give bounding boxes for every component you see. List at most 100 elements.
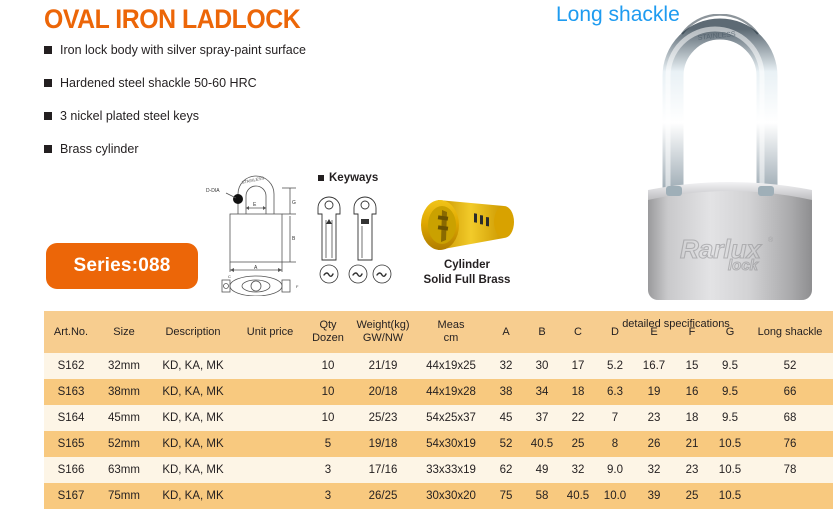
cell-C: 18 — [571, 386, 585, 398]
cell-qty: 3 — [324, 464, 332, 476]
keyways-section: Keyways — [306, 172, 406, 292]
cell-F: 16 — [685, 386, 699, 398]
table-row: S163 38mm KD, KA, MK 10 20/18 44x19x28 38 34 18 6… — [44, 379, 833, 405]
cell-size: 32mm — [108, 360, 140, 372]
cell-A: 62 — [499, 464, 513, 476]
cell-G: 9.5 — [722, 412, 738, 424]
cell-D: 6.3 — [607, 386, 623, 398]
cell-B: 40.5 — [530, 438, 554, 450]
cell-art: S167 — [57, 490, 85, 502]
cell-art: S163 — [57, 386, 85, 398]
cell-G: 9.5 — [722, 386, 738, 398]
long-shackle-callout: Long shackle — [556, 3, 680, 26]
cell-art: S164 — [57, 412, 85, 424]
cell-desc: KD, KA, MK — [162, 386, 224, 398]
cell-ls — [750, 483, 830, 509]
svg-text:A: A — [254, 265, 258, 271]
cell-C: 25 — [571, 438, 585, 450]
cell-weight: 19/18 — [368, 438, 398, 450]
cell-unit — [236, 457, 304, 483]
cell-F: 25 — [685, 490, 699, 502]
cell-D: 5.2 — [607, 360, 623, 372]
table-header: Art.No. Size Description Unit price Qty … — [44, 311, 833, 353]
cell-meas: 44x19x25 — [426, 360, 476, 372]
table-header-row: Art.No. Size Description Unit price Qty … — [44, 311, 833, 353]
column-header-meas: Meas cm — [437, 319, 465, 344]
feature-text: 3 nickel plated steel keys — [60, 109, 199, 123]
column-header-unit-price: Unit price — [246, 325, 294, 338]
cell-E: 39 — [647, 490, 661, 502]
specification-table: Art.No. Size Description Unit price Qty … — [44, 311, 833, 509]
cell-E: 32 — [647, 464, 661, 476]
cell-C: 17 — [571, 360, 585, 372]
feature-item: 3 nickel plated steel keys — [44, 103, 464, 129]
column-header-c: C — [574, 325, 582, 338]
feature-text: Brass cylinder — [60, 142, 139, 156]
cell-size: 52mm — [108, 438, 140, 450]
cell-art: S162 — [57, 360, 85, 372]
svg-text:G: G — [292, 200, 296, 206]
cell-weight: 20/18 — [368, 386, 398, 398]
svg-text:STAINLESS: STAINLESS — [241, 175, 264, 185]
column-header-f: F — [688, 325, 696, 338]
cell-B: 34 — [535, 386, 549, 398]
cell-weight: 17/16 — [368, 464, 398, 476]
cell-meas: 54x25x37 — [426, 412, 476, 424]
svg-text:STAINLESS: STAINLESS — [697, 31, 736, 42]
cell-D: 9.0 — [607, 464, 623, 476]
cell-C: 40.5 — [566, 490, 590, 502]
bullet-square-icon — [318, 175, 324, 181]
cell-unit — [236, 483, 304, 509]
cell-C: 32 — [571, 464, 585, 476]
cell-art: S166 — [57, 464, 85, 476]
cell-C: 22 — [571, 412, 585, 424]
series-badge: Series:088 — [46, 243, 198, 289]
cell-G: 9.5 — [722, 360, 738, 372]
cell-F: 18 — [685, 412, 699, 424]
feature-item: Brass cylinder — [44, 136, 464, 162]
cell-weight: 21/19 — [368, 360, 398, 372]
cell-desc: KD, KA, MK — [162, 464, 224, 476]
cell-ls: 66 — [783, 386, 797, 398]
table-body: S162 32mm KD, KA, MK 10 21/19 44x19x25 32 30 17 5… — [44, 353, 833, 509]
column-header-g: G — [725, 325, 735, 338]
cell-F: 15 — [685, 360, 699, 372]
table-row: S162 32mm KD, KA, MK 10 21/19 44x19x25 32 30 17 5… — [44, 353, 833, 379]
cell-E: 19 — [647, 386, 661, 398]
cell-qty: 10 — [321, 412, 335, 424]
svg-text:lock: lock — [728, 257, 759, 274]
cell-qty: 10 — [321, 386, 335, 398]
cell-size: 75mm — [108, 490, 140, 502]
cell-E: 26 — [647, 438, 661, 450]
cell-A: 32 — [499, 360, 513, 372]
feature-text: Iron lock body with silver spray-paint s… — [60, 43, 306, 57]
cell-desc: KD, KA, MK — [162, 438, 224, 450]
table-row: S167 75mm KD, KA, MK 3 26/25 30x30x20 75 58 40.5… — [44, 483, 833, 509]
bullet-square-icon — [44, 145, 52, 153]
cell-unit — [236, 431, 304, 457]
cell-weight: 25/23 — [368, 412, 398, 424]
cell-D: 7 — [611, 412, 619, 424]
cell-qty: 10 — [321, 360, 335, 372]
feature-item: Hardened steel shackle 50-60 HRC — [44, 70, 464, 96]
bullet-square-icon — [44, 46, 52, 54]
cell-meas: 33x33x19 — [426, 464, 476, 476]
column-header-b: B — [538, 325, 546, 338]
cell-A: 75 — [499, 490, 513, 502]
cell-A: 45 — [499, 412, 513, 424]
svg-text:F: F — [296, 284, 299, 289]
column-header-art: Art.No. — [53, 325, 89, 338]
svg-text:C: C — [228, 274, 231, 279]
brass-cylinder-image — [408, 186, 526, 296]
column-header-size: Size — [113, 325, 135, 338]
cell-size: 38mm — [108, 386, 140, 398]
cell-G: 10.5 — [718, 438, 742, 450]
svg-text:®: ® — [768, 236, 774, 244]
cell-qty: 5 — [324, 438, 332, 450]
cell-desc: KD, KA, MK — [162, 360, 224, 372]
table-row: S166 63mm KD, KA, MK 3 17/16 33x33x19 62 49 32 9.… — [44, 457, 833, 483]
cell-size: 45mm — [108, 412, 140, 424]
cell-G: 10.5 — [718, 464, 742, 476]
series-badge-label: Series:088 — [73, 255, 171, 276]
